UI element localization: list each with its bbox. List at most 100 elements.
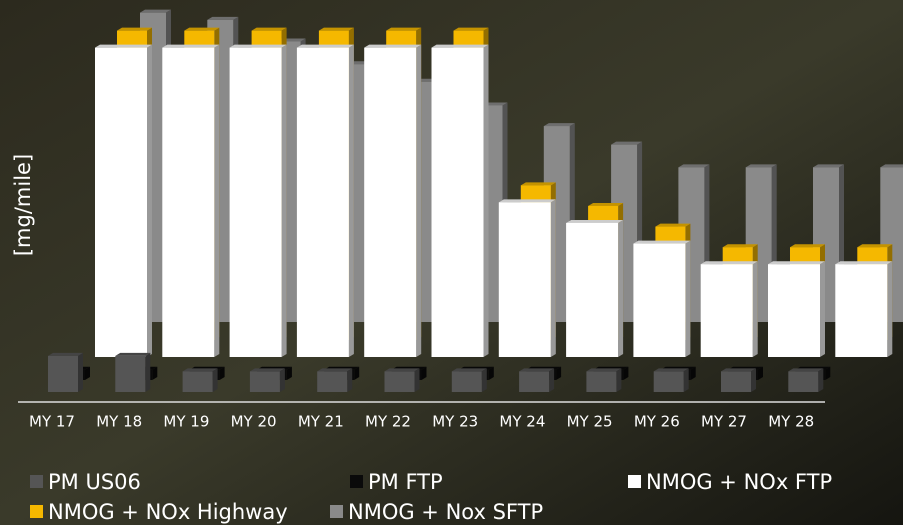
bar-top	[722, 244, 758, 248]
x-tick-label: MY 28	[768, 413, 814, 431]
bar-side	[279, 368, 285, 392]
bar-side	[348, 44, 354, 357]
bar	[249, 371, 280, 392]
bar-side	[414, 368, 420, 392]
x-tick-label: MY 25	[567, 413, 613, 431]
bar-side	[147, 44, 152, 357]
x-tick-label: MY 18	[96, 413, 142, 431]
bar	[700, 264, 753, 357]
legend-swatch	[30, 475, 43, 488]
legend-label: PM US06	[48, 470, 141, 494]
bar-side	[145, 352, 151, 392]
bar-side	[818, 368, 824, 392]
bar-side	[286, 366, 292, 380]
bar	[162, 47, 215, 357]
bar	[384, 371, 415, 392]
bar	[95, 47, 147, 357]
x-tick-label: MY 19	[163, 413, 209, 431]
bar-top	[317, 368, 353, 372]
bar-top	[678, 164, 710, 168]
bar-top	[184, 27, 220, 31]
bar	[229, 47, 282, 357]
bar-side	[78, 352, 83, 392]
bar-side	[758, 366, 763, 380]
bar-top	[633, 240, 691, 244]
x-tick-label: MY 20	[231, 413, 277, 431]
bar	[721, 371, 751, 392]
bar-side	[556, 366, 562, 380]
bar-top	[586, 368, 622, 372]
bar-top	[543, 123, 575, 127]
bar-top	[611, 141, 643, 145]
bar-side	[481, 368, 487, 392]
bar-top	[498, 199, 556, 203]
bar	[519, 371, 550, 392]
bar-top	[813, 164, 844, 168]
bar-side	[549, 368, 555, 392]
legend-label: NMOG + NOx FTP	[646, 470, 832, 494]
legend-swatch	[330, 505, 343, 518]
legend-swatch	[628, 475, 641, 488]
bar-top	[364, 44, 422, 48]
bar-side	[281, 44, 287, 357]
bar-top	[453, 27, 489, 31]
bar-top	[788, 368, 824, 372]
bar-side	[820, 261, 825, 357]
bar-side	[488, 366, 494, 380]
x-tick-label: MY 27	[701, 413, 747, 431]
bar-side	[887, 261, 893, 357]
bar-side	[616, 368, 622, 392]
bar-top	[566, 219, 624, 223]
bar	[296, 47, 349, 357]
bar-top	[115, 352, 151, 356]
bar-top	[700, 261, 758, 265]
bar-top	[768, 261, 825, 265]
legend-swatch	[350, 475, 363, 488]
legend-label: PM FTP	[368, 470, 443, 494]
bar-top	[386, 27, 422, 31]
bar-top	[140, 9, 171, 13]
bar-top	[835, 261, 893, 265]
bar-top	[519, 368, 555, 372]
bar-top	[296, 44, 354, 48]
bar-top	[721, 368, 756, 372]
bar	[498, 202, 551, 357]
bar-top	[431, 44, 489, 48]
bar	[586, 371, 617, 392]
bar-side	[752, 261, 758, 357]
bar-side	[685, 240, 691, 357]
bar-top	[655, 223, 691, 227]
bar-side	[152, 366, 158, 380]
bar-side	[85, 366, 90, 380]
bar	[653, 371, 684, 392]
bar-top	[48, 352, 83, 356]
bar	[364, 47, 417, 357]
bar-top	[857, 244, 893, 248]
bar-side	[618, 219, 624, 357]
bar-side	[483, 44, 489, 357]
bar-side	[623, 366, 629, 380]
bar	[115, 355, 146, 392]
bar	[182, 371, 213, 392]
bar-side	[219, 366, 225, 380]
bar-top	[318, 27, 354, 31]
x-tick-label: MY 22	[365, 413, 411, 431]
bar-top	[745, 164, 777, 168]
bar	[788, 371, 819, 392]
bar-top	[249, 368, 285, 372]
bar	[48, 355, 78, 392]
bar-top	[880, 164, 903, 168]
bar	[317, 371, 348, 392]
bar-top	[653, 368, 689, 372]
bar	[633, 243, 686, 357]
bar	[768, 264, 820, 357]
bar-top	[182, 368, 218, 372]
legend-label: NMOG + Nox SFTP	[348, 500, 543, 524]
bar-top	[451, 368, 487, 372]
x-tick-label: MY 26	[634, 413, 680, 431]
bar-top	[520, 182, 556, 186]
legend-swatch	[30, 505, 43, 518]
x-tick-label: MY 21	[298, 413, 344, 431]
bar-top	[790, 244, 825, 248]
